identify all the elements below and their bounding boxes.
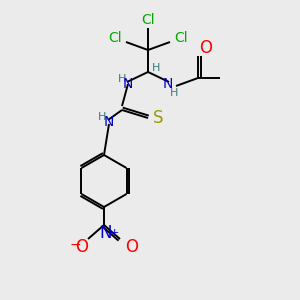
Text: N: N: [163, 77, 173, 91]
Text: Cl: Cl: [108, 31, 122, 45]
Text: H: H: [170, 88, 178, 98]
Text: N: N: [123, 77, 133, 91]
Text: −: −: [69, 238, 81, 252]
Text: S: S: [153, 109, 163, 127]
Text: O: O: [125, 238, 139, 256]
Text: H: H: [118, 74, 126, 84]
Text: O: O: [200, 39, 212, 57]
Text: H: H: [98, 112, 106, 122]
Text: O: O: [76, 238, 88, 256]
Text: N: N: [104, 115, 114, 129]
Text: +: +: [109, 228, 119, 238]
Text: Cl: Cl: [141, 13, 155, 27]
Text: Cl: Cl: [174, 31, 188, 45]
Text: H: H: [152, 63, 160, 73]
Text: N: N: [100, 224, 112, 242]
